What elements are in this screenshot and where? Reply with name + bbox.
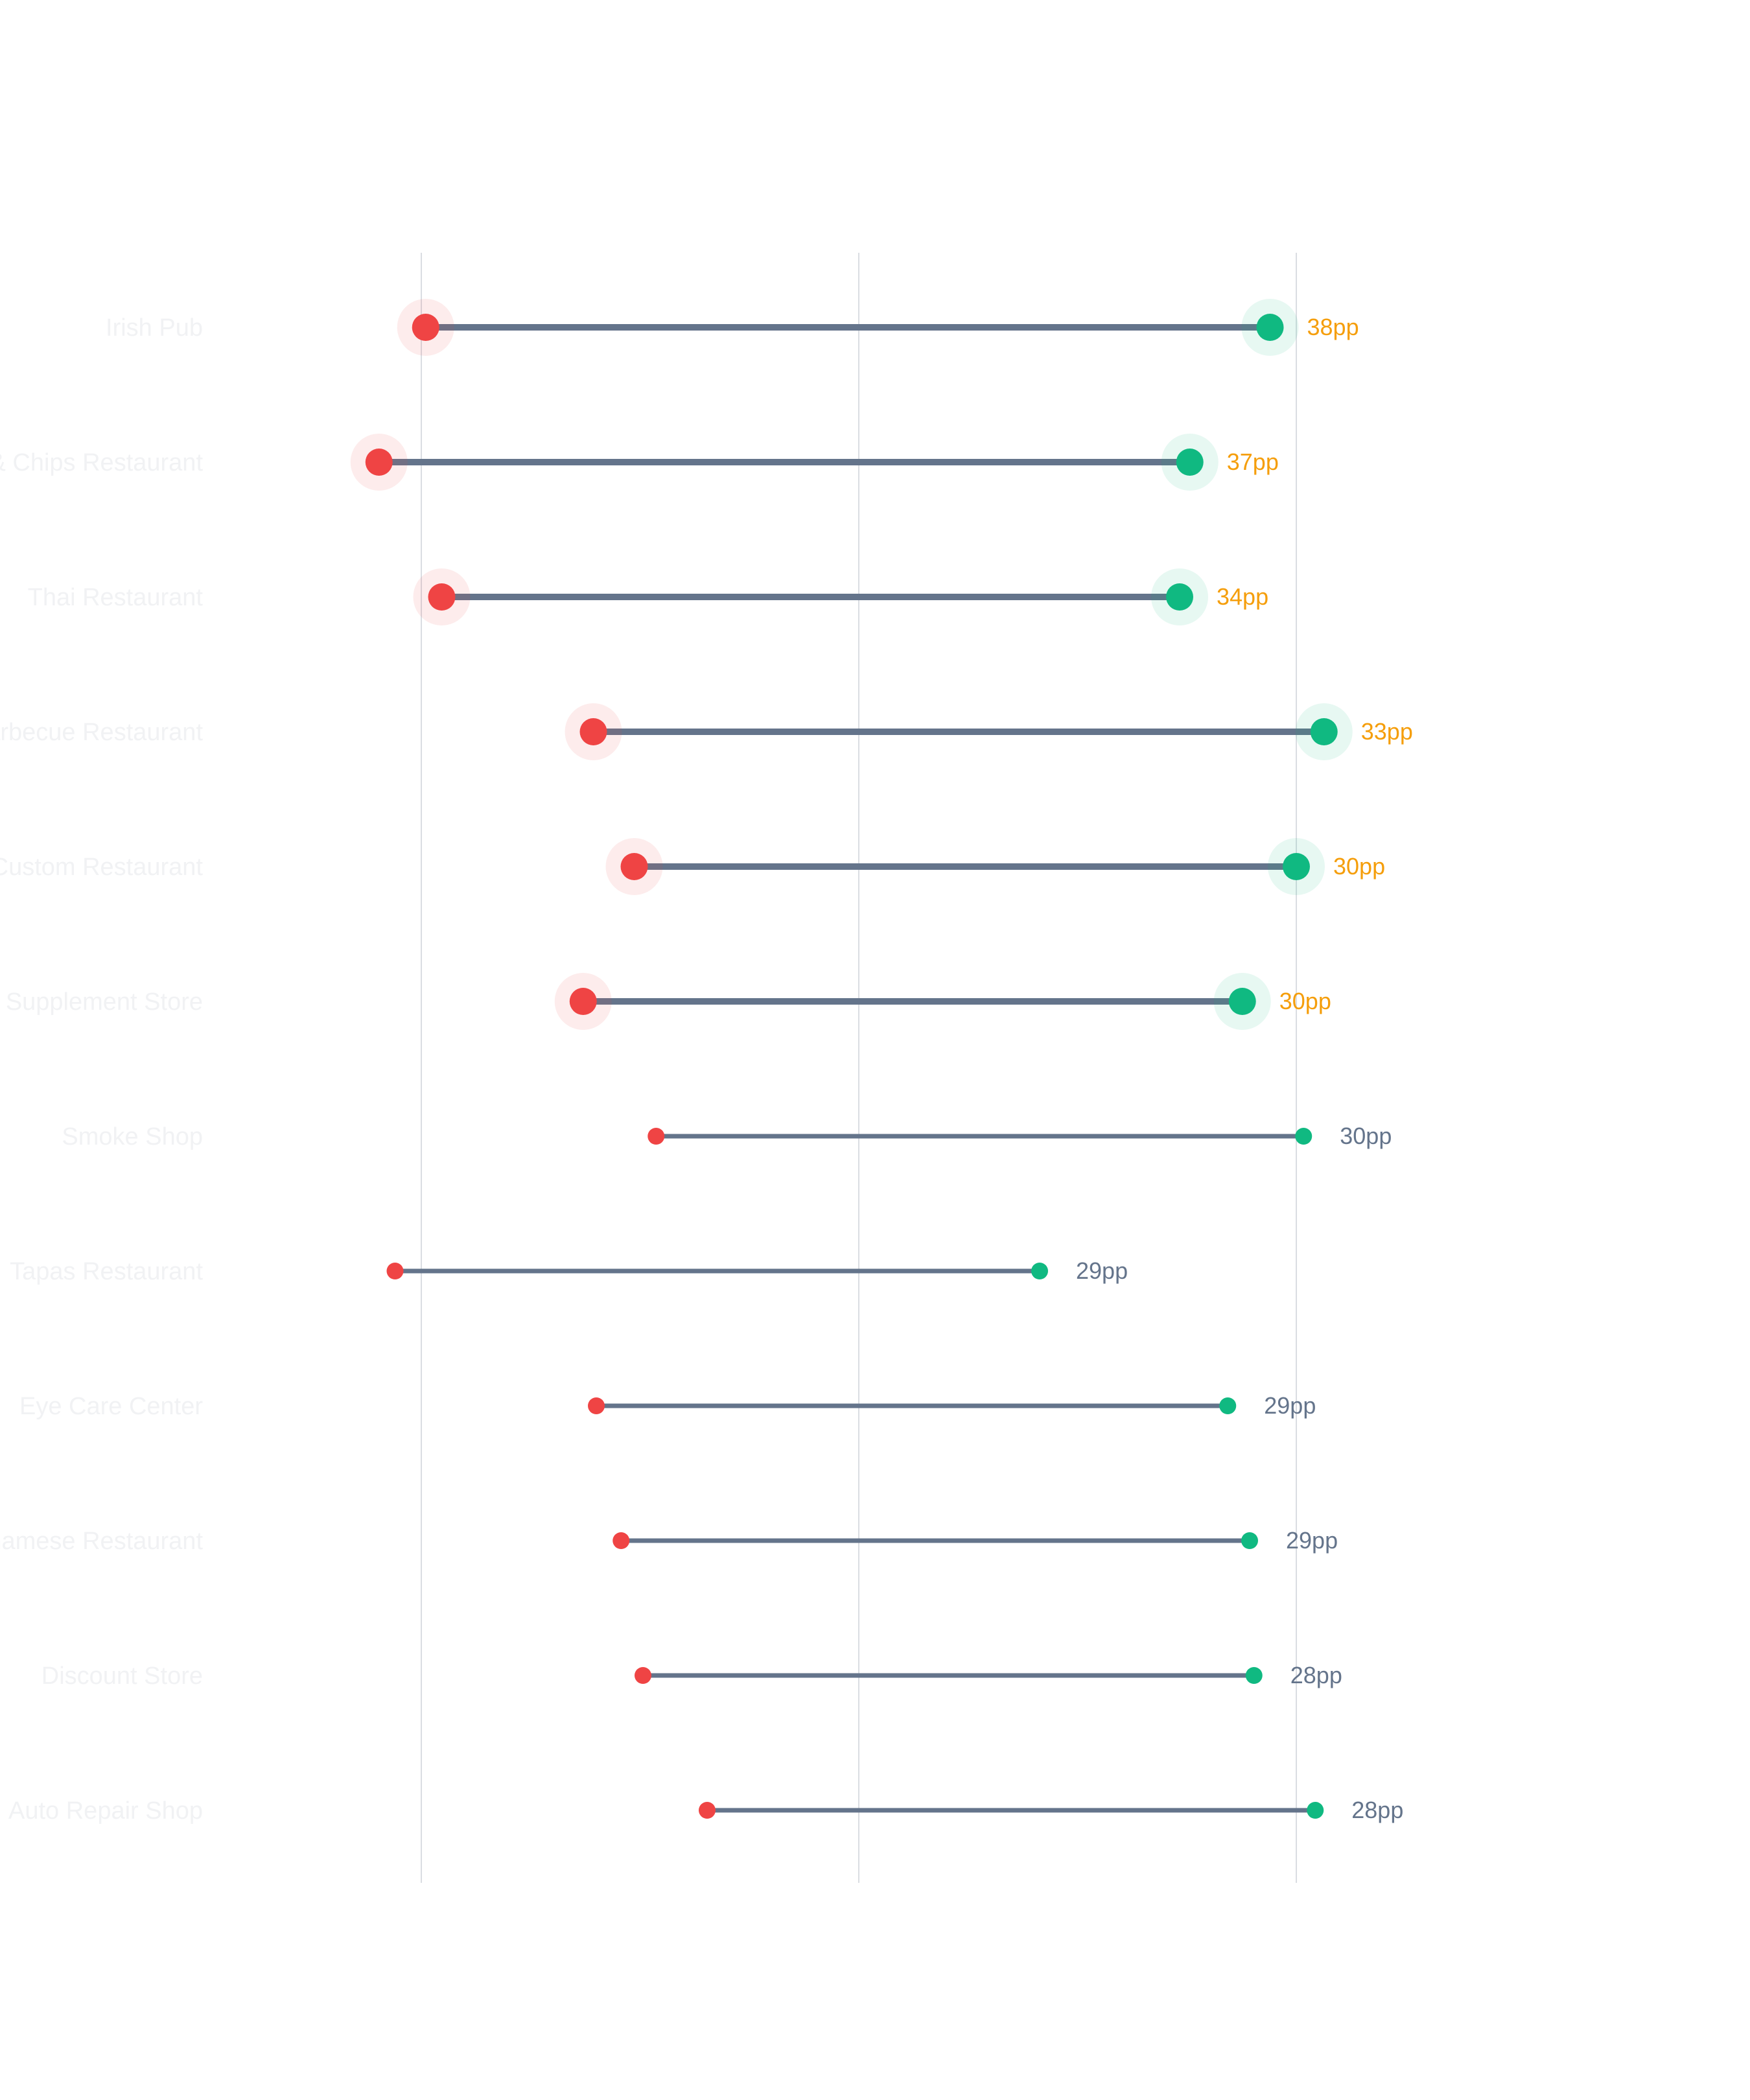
difference-label: 28pp (1351, 1797, 1403, 1823)
row-11: Discount Store 28pp (41, 1662, 1342, 1690)
row-2: Fish & Chips Restaurant 37pp (0, 434, 1279, 491)
row-4: Barbecue Restaurant 33pp (0, 703, 1413, 760)
chart-rows: Irish Pub 38pp Fish & Chips Restaurant 37pp… (0, 299, 1413, 1825)
category-label: Irish Pub (106, 314, 203, 342)
row-3: Thai Restaurant 34pp (28, 568, 1268, 625)
difference-label: 30pp (1279, 988, 1331, 1014)
high-point[interactable] (1310, 718, 1338, 745)
low-point[interactable] (648, 1128, 665, 1145)
low-point[interactable] (699, 1802, 716, 1819)
difference-label: 30pp (1340, 1123, 1392, 1149)
low-point[interactable] (386, 1263, 404, 1279)
difference-label: 33pp (1361, 718, 1413, 745)
category-label: Eye Care Center (19, 1393, 203, 1420)
low-point[interactable] (579, 718, 607, 745)
low-point[interactable] (428, 583, 456, 611)
high-point[interactable] (1228, 988, 1256, 1015)
category-label: Barbecue Restaurant (0, 719, 203, 746)
difference-label: 37pp (1227, 449, 1279, 475)
difference-label: 28pp (1290, 1662, 1342, 1688)
difference-label: 38pp (1307, 314, 1359, 340)
high-point[interactable] (1166, 583, 1193, 611)
category-label: Supplement Store (6, 988, 203, 1016)
low-point[interactable] (620, 853, 648, 880)
category-label: Auto Repair Shop (8, 1797, 203, 1825)
high-point[interactable] (1176, 449, 1204, 476)
low-point[interactable] (569, 988, 597, 1015)
high-point[interactable] (1307, 1802, 1324, 1819)
high-point[interactable] (1219, 1397, 1237, 1414)
low-point[interactable] (412, 314, 439, 341)
category-label: Fish & Chips Restaurant (0, 449, 203, 476)
row-12: Auto Repair Shop 28pp (8, 1797, 1403, 1825)
difference-label: 29pp (1076, 1257, 1128, 1284)
category-label: Tapas Restaurant (10, 1258, 203, 1285)
difference-label: 29pp (1264, 1392, 1316, 1419)
high-point[interactable] (1031, 1263, 1048, 1279)
row-9: Eye Care Center 29pp (19, 1392, 1316, 1420)
low-point[interactable] (635, 1667, 651, 1684)
category-label: Smoke Shop (62, 1123, 203, 1150)
low-point[interactable] (612, 1532, 630, 1549)
high-point[interactable] (1295, 1128, 1312, 1145)
row-1: Irish Pub 38pp (106, 299, 1359, 356)
difference-label: 30pp (1333, 853, 1385, 880)
difference-label: 34pp (1217, 583, 1268, 610)
low-point[interactable] (588, 1397, 605, 1414)
high-point[interactable] (1241, 1532, 1258, 1549)
difference-label: 29pp (1286, 1527, 1338, 1554)
row-5: Custom Restaurant 30pp (0, 838, 1385, 895)
grid-lines (421, 253, 1297, 1883)
low-point[interactable] (365, 449, 393, 476)
category-label: Thai Restaurant (28, 584, 204, 611)
category-label: Discount Store (41, 1662, 203, 1690)
row-8: Tapas Restaurant 29pp (10, 1257, 1128, 1285)
row-6: Supplement Store 30pp (6, 973, 1331, 1030)
high-point[interactable] (1245, 1667, 1263, 1684)
high-point[interactable] (1256, 314, 1284, 341)
high-point[interactable] (1283, 853, 1310, 880)
row-7: Smoke Shop 30pp (62, 1123, 1392, 1150)
category-label: Vietnamese Restaurant (0, 1528, 203, 1555)
row-10: Vietnamese Restaurant 29pp (0, 1527, 1338, 1555)
category-label: Custom Restaurant (0, 854, 203, 881)
